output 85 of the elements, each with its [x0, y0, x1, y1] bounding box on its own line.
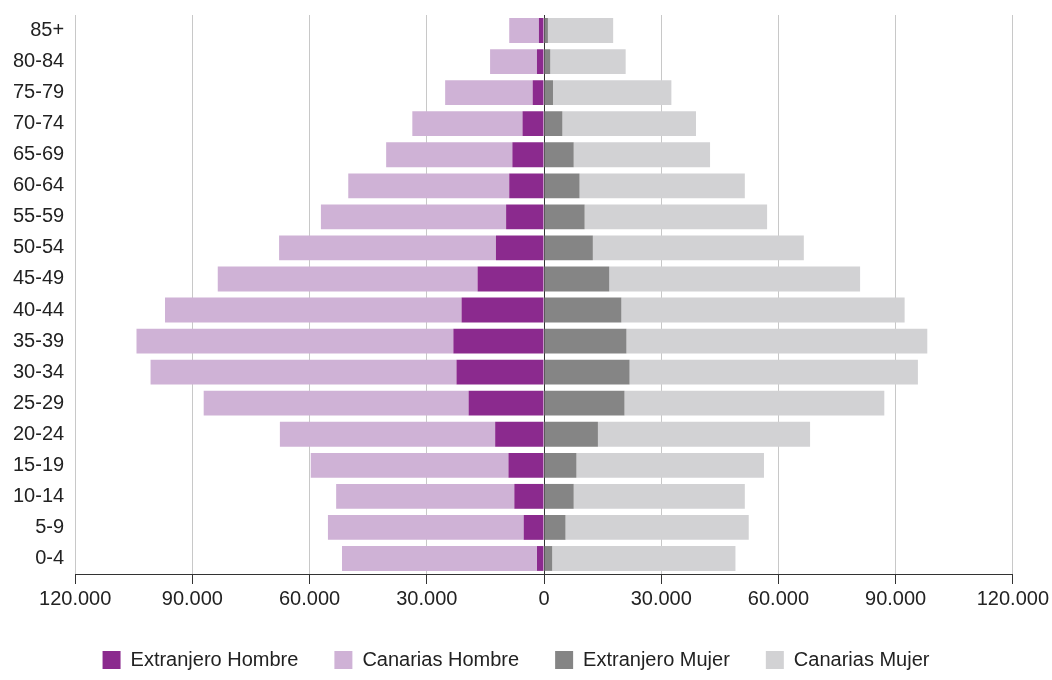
bar	[336, 483, 515, 509]
y-tick-label: 65-69	[13, 142, 65, 165]
y-tick-label: 55-59	[13, 204, 65, 227]
bar	[327, 514, 524, 540]
y-tick-label: 75-79	[13, 80, 65, 103]
bar	[279, 421, 496, 447]
bar	[203, 390, 469, 416]
bar	[386, 142, 513, 168]
y-tick-label: 20-24	[13, 421, 65, 444]
bar	[445, 80, 533, 106]
bar	[477, 266, 544, 292]
bar	[544, 359, 630, 385]
bar	[150, 359, 457, 385]
legend-label: Canarias Hombre	[362, 647, 520, 670]
x-tick-label: 90.000	[865, 586, 927, 609]
bar	[165, 297, 462, 323]
bar	[456, 359, 544, 385]
bar	[536, 546, 544, 571]
bar	[512, 142, 544, 168]
y-tick-label: 50-54	[13, 235, 65, 258]
bar	[468, 390, 544, 416]
y-tick-label: 10-14	[13, 483, 65, 506]
x-tick-label: 30.000	[630, 586, 692, 609]
y-tick-label: 25-29	[13, 390, 65, 413]
legend-label: Canarias Mujer	[793, 647, 930, 670]
bar	[461, 297, 544, 323]
bar	[544, 328, 627, 354]
bar	[544, 514, 566, 540]
bar	[320, 204, 507, 230]
y-tick-label: 70-74	[13, 111, 65, 134]
legend-label: Extranjero Hombre	[130, 647, 299, 670]
bar	[544, 390, 625, 416]
bar	[544, 142, 574, 168]
bar	[547, 18, 614, 43]
y-tick-label: 60-64	[13, 173, 65, 196]
bar	[544, 235, 593, 261]
bar	[544, 204, 585, 230]
bar	[453, 328, 544, 354]
bar	[538, 18, 544, 43]
bar	[495, 235, 544, 261]
x-tick-label: 0	[538, 586, 550, 609]
bar	[544, 546, 553, 571]
y-tick-label: 45-49	[13, 266, 65, 289]
bar	[550, 49, 626, 75]
bar	[523, 514, 544, 540]
y-tick-label: 40-44	[13, 297, 65, 320]
bar	[342, 546, 537, 571]
bar	[544, 297, 622, 323]
y-tick-label: 30-34	[13, 359, 65, 382]
bar	[544, 266, 610, 292]
bar	[490, 49, 537, 75]
y-tick-label: 5-9	[35, 514, 65, 537]
bar	[544, 452, 577, 478]
bar	[544, 173, 580, 199]
bar	[532, 80, 544, 106]
bar	[514, 483, 544, 509]
x-tick-label: 120.000	[976, 586, 1049, 609]
bar	[508, 452, 544, 478]
bar	[217, 266, 478, 292]
bar	[136, 328, 454, 354]
legend-label: Extranjero Mujer	[583, 647, 731, 670]
bar	[495, 421, 544, 447]
y-tick-label: 80-84	[13, 49, 65, 72]
y-tick-label: 0-4	[35, 545, 65, 568]
bar	[412, 111, 523, 137]
bar	[544, 80, 553, 106]
y-tick-label: 15-19	[13, 452, 65, 475]
y-tick-label: 85+	[30, 18, 65, 41]
bar	[310, 452, 509, 478]
bar	[536, 49, 544, 75]
x-tick-label: 60.000	[747, 586, 810, 609]
x-tick-label: 90.000	[161, 586, 223, 609]
bar	[522, 111, 544, 137]
bar	[544, 483, 574, 509]
x-tick-label: 60.000	[278, 586, 341, 609]
x-tick-label: 120.000	[39, 586, 112, 609]
bar	[544, 421, 598, 447]
bar	[544, 111, 563, 137]
bar	[509, 18, 539, 43]
bar	[506, 204, 544, 230]
bar	[348, 173, 510, 199]
bar	[509, 173, 544, 199]
bar	[279, 235, 496, 261]
x-tick-label: 30.000	[396, 586, 458, 609]
y-tick-label: 35-39	[13, 328, 65, 351]
